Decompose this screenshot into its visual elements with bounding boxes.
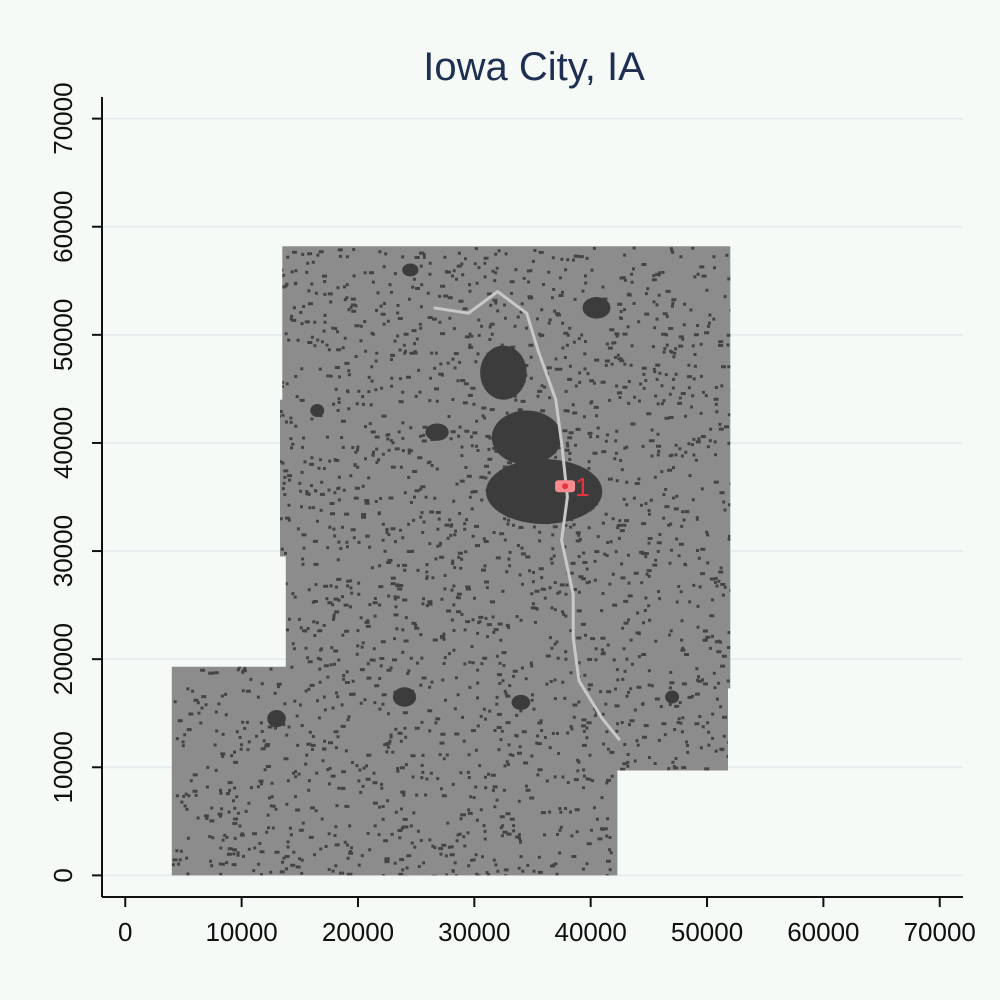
urban-area bbox=[425, 423, 449, 441]
map-layer bbox=[171, 246, 731, 876]
rural-texture bbox=[171, 246, 731, 876]
urban-area bbox=[491, 410, 562, 465]
land-region bbox=[171, 246, 731, 876]
y-tick-label: 30000 bbox=[48, 515, 78, 587]
urban-area bbox=[511, 694, 531, 710]
x-tick-label: 10000 bbox=[205, 917, 277, 947]
urban-area bbox=[480, 345, 527, 400]
x-tick-label: 60000 bbox=[787, 917, 859, 947]
river bbox=[433, 290, 621, 742]
x-tick-label: 20000 bbox=[322, 917, 394, 947]
land-features bbox=[171, 246, 731, 876]
marker-layer: 1 bbox=[555, 472, 590, 502]
y-tick-label: 70000 bbox=[48, 82, 78, 154]
y-tick-label: 10000 bbox=[48, 731, 78, 803]
axes: 0 10000 20000 30000 40000 50000 60000 70000 0 100… bbox=[48, 82, 976, 947]
y-tick-label: 50000 bbox=[48, 299, 78, 371]
x-tick-label: 30000 bbox=[438, 917, 510, 947]
map-title: Iowa City, IA bbox=[423, 45, 645, 89]
marker-label: 1 bbox=[575, 472, 589, 502]
marker-dot bbox=[562, 483, 569, 490]
x-tick-label: 70000 bbox=[904, 917, 976, 947]
x-tick-label: 50000 bbox=[671, 917, 743, 947]
urban-area bbox=[402, 263, 419, 277]
x-tick-label: 0 bbox=[118, 917, 132, 947]
y-tick-label: 20000 bbox=[48, 623, 78, 695]
urban-area bbox=[310, 404, 325, 417]
y-tick-label: 60000 bbox=[48, 191, 78, 263]
urban-area bbox=[665, 690, 680, 704]
y-tick-label: 0 bbox=[48, 868, 78, 882]
x-tick-label: 40000 bbox=[555, 917, 627, 947]
y-tick-label: 40000 bbox=[48, 407, 78, 479]
